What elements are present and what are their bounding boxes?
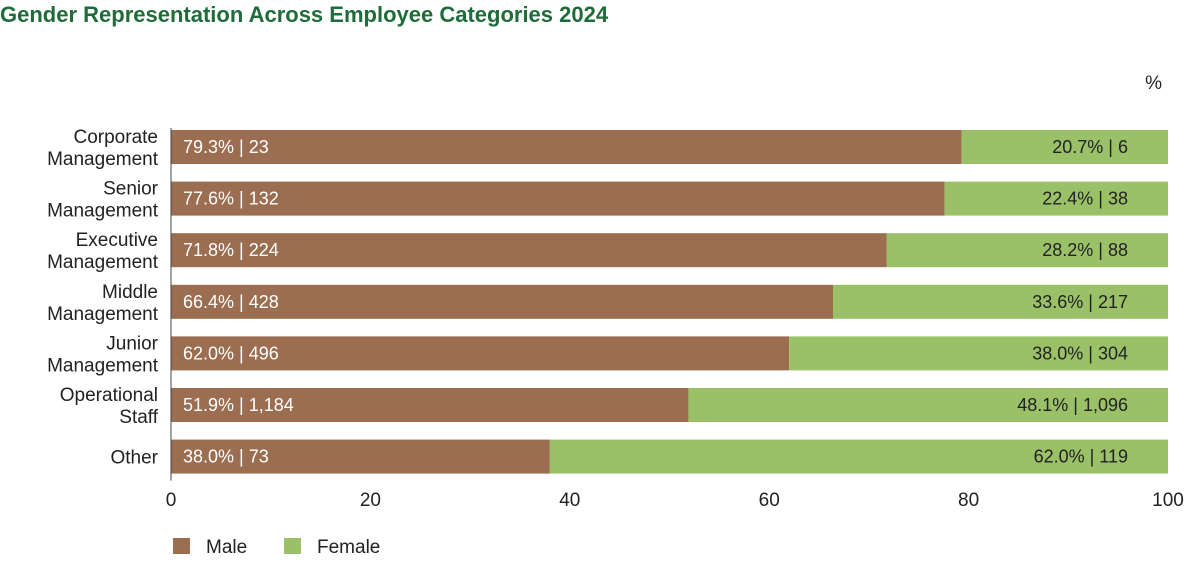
legend: Male Female — [173, 537, 380, 558]
female-data-label-5: 48.1% | 1,096 — [1017, 395, 1128, 415]
x-tick-label-3: 60 — [759, 490, 780, 511]
female-legend-swatch — [284, 538, 301, 554]
chart-title: Gender Representation Across Employee Ca… — [0, 2, 609, 27]
male-bar-3 — [171, 284, 834, 319]
female-data-label-4: 38.0% | 304 — [1032, 343, 1128, 363]
bars-group: 79.3% | 23 20.7% | 6 77.6% | 132 22.4% | 38… — [171, 130, 1168, 474]
male-bar-0 — [171, 130, 962, 164]
unit-label: % — [1145, 73, 1162, 94]
category-label-4-0: Junior — [106, 333, 158, 354]
male-data-label-3: 66.4% | 428 — [183, 292, 279, 312]
male-data-label-2: 71.8% | 224 — [183, 240, 279, 260]
female-legend-label: Female — [317, 537, 380, 558]
female-data-label-3: 33.6% | 217 — [1032, 292, 1128, 312]
category-label-4-1: Management — [47, 355, 159, 376]
category-labels: CorporateManagementSeniorManagementExecu… — [47, 127, 159, 469]
female-bar-3 — [833, 284, 1168, 319]
female-bar-6 — [549, 439, 1168, 474]
male-bar-2 — [171, 233, 887, 268]
category-label-3-1: Management — [47, 304, 159, 325]
category-label-1-1: Management — [47, 201, 159, 222]
category-label-5-1: Staff — [119, 407, 158, 428]
x-tick-label-4: 80 — [958, 490, 979, 511]
category-label-1-0: Senior — [103, 179, 159, 200]
male-legend-swatch — [173, 538, 190, 554]
male-data-label-4: 62.0% | 496 — [183, 343, 279, 363]
x-tick-label-1: 20 — [360, 490, 381, 511]
category-label-3-0: Middle — [102, 282, 158, 303]
male-bar-1 — [171, 181, 945, 216]
male-bar-6 — [171, 439, 550, 474]
female-data-label-1: 22.4% | 38 — [1042, 189, 1128, 209]
x-tick-label-5: 100 — [1152, 490, 1184, 511]
category-label-0-1: Management — [47, 149, 159, 170]
male-data-label-6: 38.0% | 73 — [183, 447, 269, 467]
category-label-6-0: Other — [110, 448, 158, 469]
female-bar-2 — [886, 233, 1168, 268]
female-bar-0 — [961, 130, 1168, 164]
male-data-label-1: 77.6% | 132 — [183, 189, 279, 209]
x-tick-label-2: 40 — [559, 490, 580, 511]
x-axis: 0 20 40 60 80 100 — [166, 128, 1184, 511]
male-data-label-0: 79.3% | 23 — [183, 137, 269, 157]
female-bar-1 — [944, 181, 1168, 216]
category-label-2-1: Management — [47, 252, 159, 273]
female-bar-4 — [789, 336, 1168, 371]
female-bar-5 — [688, 388, 1168, 422]
female-data-label-0: 20.7% | 6 — [1052, 137, 1128, 157]
female-data-label-2: 28.2% | 88 — [1042, 240, 1128, 260]
male-bar-5 — [171, 388, 689, 422]
female-data-label-6: 62.0% | 119 — [1034, 447, 1128, 467]
male-legend-label: Male — [206, 537, 247, 558]
x-tick-label-0: 0 — [166, 490, 177, 511]
category-label-2-0: Executive — [76, 230, 158, 251]
male-data-label-5: 51.9% | 1,184 — [183, 395, 294, 415]
category-label-5-0: Operational — [60, 385, 158, 406]
category-label-0-0: Corporate — [74, 127, 159, 148]
male-bar-4 — [171, 336, 790, 371]
